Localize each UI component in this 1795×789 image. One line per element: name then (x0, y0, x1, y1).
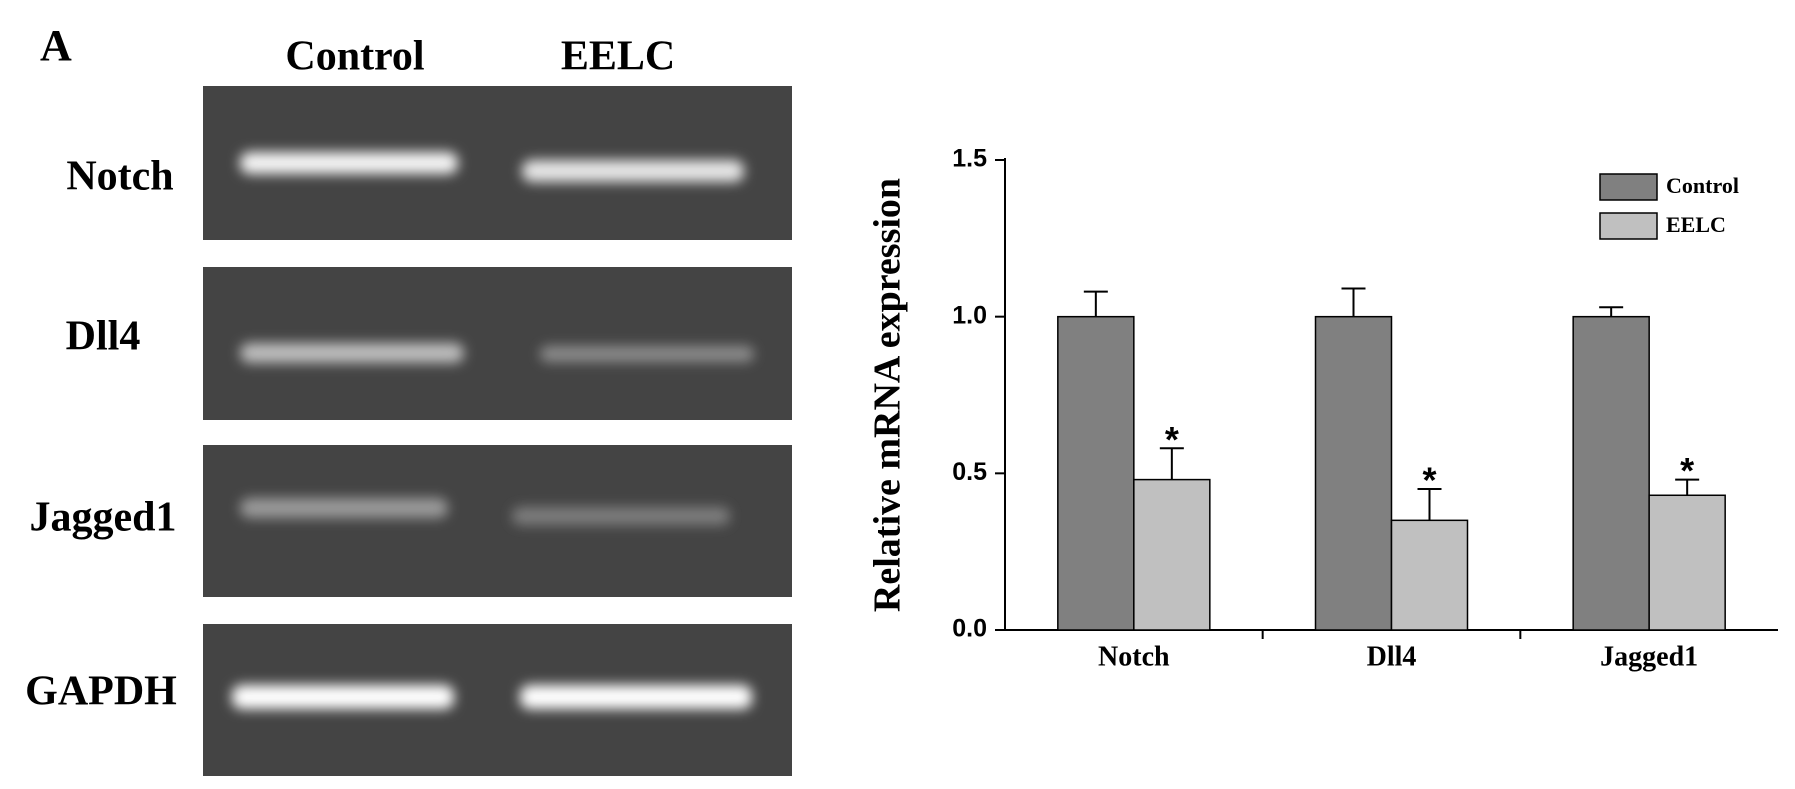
band (240, 152, 458, 174)
significance-marker: * (1422, 460, 1436, 501)
bar (1572, 315, 1650, 631)
row-label: Jagged1 (30, 495, 177, 541)
band (520, 685, 752, 709)
legend-swatch (1599, 173, 1658, 201)
band (512, 507, 730, 525)
row-label: Dll4 (66, 314, 141, 360)
band (240, 343, 464, 363)
lane-label: Control (285, 34, 424, 80)
band (232, 685, 454, 709)
bar (1057, 315, 1135, 631)
significance-marker: * (1165, 419, 1179, 460)
y-tick-label: 1.0 (952, 301, 987, 329)
error-bar (1599, 306, 1624, 317)
band (240, 498, 448, 518)
x-tick-label: Dll4 (1367, 641, 1417, 672)
legend-swatch (1599, 212, 1658, 240)
y-tick-label: 1.5 (952, 145, 987, 173)
error-bar (1341, 287, 1366, 317)
y-tick-label: 0.0 (952, 615, 987, 643)
band (540, 346, 754, 362)
x-tick-label: Jagged1 (1600, 641, 1698, 672)
error-bar (1083, 290, 1108, 317)
row-label: GAPDH (25, 669, 177, 715)
row-label: Notch (66, 154, 173, 200)
bar (1133, 478, 1211, 631)
panel-label: A (40, 21, 72, 70)
y-axis-label: Relative mRNA expression (867, 178, 909, 612)
legend-label: Control (1666, 173, 1739, 198)
error-bar (1159, 447, 1184, 480)
error-bar (1675, 478, 1700, 496)
lane-label: EELC (561, 34, 675, 80)
band (522, 160, 744, 182)
bar (1314, 315, 1393, 631)
error-bar (1417, 488, 1442, 521)
bar (1648, 494, 1726, 631)
x-tick-label: Notch (1098, 641, 1170, 672)
significance-marker: * (1680, 450, 1694, 491)
legend-label: EELC (1666, 212, 1726, 237)
gel-panel: A Control EELC Notch Dll4 Jagged1 GAPDH (25, 21, 792, 776)
bar (1390, 519, 1469, 631)
y-tick-label: 0.5 (952, 458, 987, 486)
